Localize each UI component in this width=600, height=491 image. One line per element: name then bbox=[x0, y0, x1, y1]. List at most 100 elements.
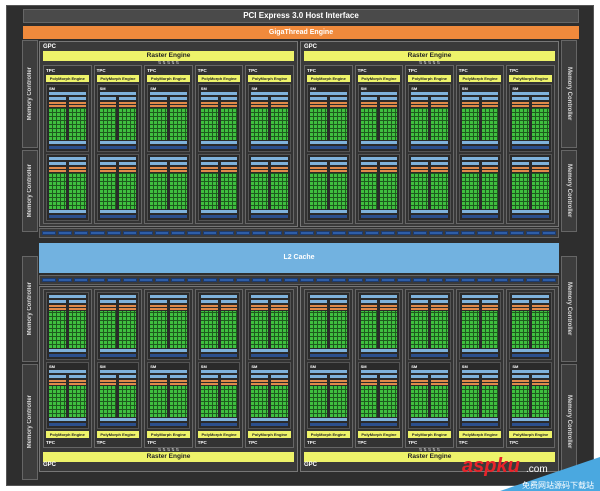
sm-partition bbox=[99, 96, 117, 140]
l2-slice bbox=[541, 231, 556, 235]
sm-cache-bar bbox=[200, 369, 238, 373]
sm-partition bbox=[411, 374, 428, 417]
cuda-cores bbox=[380, 311, 398, 348]
sm bbox=[307, 292, 350, 360]
sm-label: SM bbox=[512, 86, 519, 91]
tpc-label: TPC bbox=[458, 68, 468, 73]
dispatch-unit bbox=[119, 308, 137, 310]
warp-scheduler bbox=[99, 379, 117, 382]
warp-scheduler bbox=[271, 379, 288, 382]
warp-scheduler bbox=[68, 102, 86, 104]
cuda-cores bbox=[360, 172, 378, 209]
tpc: TPC PolyMorph Engine SM bbox=[144, 289, 193, 448]
l1-shared-memory bbox=[99, 418, 137, 421]
l1-shared-memory bbox=[49, 210, 86, 213]
instruction-cache bbox=[481, 97, 499, 100]
sm-partitions bbox=[411, 374, 448, 417]
sm-partition bbox=[150, 161, 167, 209]
polymorph-engine: PolyMorph Engine bbox=[357, 75, 401, 82]
sm-partition bbox=[49, 374, 66, 417]
instruction-cache bbox=[251, 161, 269, 165]
cuda-cores bbox=[310, 385, 327, 417]
sm-partition bbox=[310, 96, 327, 140]
dispatch-unit bbox=[169, 382, 187, 385]
dispatch-unit bbox=[49, 105, 66, 107]
tpc: TPC PolyMorph Engine SM bbox=[245, 289, 294, 448]
warp-scheduler bbox=[411, 102, 428, 104]
l1-shared-memory bbox=[310, 210, 347, 213]
instruction-cache bbox=[461, 97, 479, 100]
instruction-cache bbox=[271, 300, 288, 303]
sm-partition bbox=[380, 374, 398, 417]
l2-slice bbox=[187, 278, 202, 282]
sm-partition bbox=[99, 161, 117, 209]
l2-slice bbox=[106, 278, 121, 282]
texture-units bbox=[512, 353, 549, 357]
l2-slice bbox=[90, 231, 105, 235]
dispatch-unit bbox=[380, 308, 398, 310]
sm-cache-bar bbox=[99, 295, 137, 298]
warp-scheduler bbox=[220, 379, 238, 382]
sm-partition bbox=[220, 161, 238, 209]
l1-shared-memory bbox=[512, 348, 549, 352]
dispatch-unit bbox=[380, 169, 398, 172]
sm-partition bbox=[251, 161, 269, 209]
cuda-cores bbox=[512, 385, 530, 417]
instruction-cache bbox=[380, 300, 398, 303]
dispatch-unit bbox=[68, 169, 86, 172]
sm-partition bbox=[119, 96, 137, 140]
warp-scheduler bbox=[99, 305, 117, 307]
l2-slice bbox=[412, 278, 427, 282]
sm-partition bbox=[150, 299, 167, 348]
l2-slice bbox=[477, 278, 492, 282]
l1-shared-memory bbox=[360, 140, 398, 144]
cuda-cores bbox=[481, 108, 499, 140]
sm-partition bbox=[169, 374, 187, 417]
instruction-cache bbox=[169, 374, 187, 378]
sm-partitions bbox=[461, 374, 499, 417]
instruction-cache bbox=[329, 300, 347, 303]
instruction-cache bbox=[68, 300, 86, 303]
sm bbox=[96, 153, 140, 221]
warp-scheduler bbox=[200, 102, 218, 104]
l2-slice bbox=[187, 231, 202, 235]
sm-cache-bar bbox=[461, 295, 499, 298]
sm bbox=[408, 153, 451, 221]
sm-partition bbox=[532, 161, 549, 209]
warp-scheduler bbox=[430, 305, 448, 307]
tpc-row: TPC PolyMorph Engine SM TPC PolyMorph Engine… bbox=[43, 289, 294, 448]
sm-label: SM bbox=[512, 363, 519, 369]
sm-partition bbox=[251, 374, 269, 417]
dispatch-unit bbox=[251, 382, 269, 385]
dispatch-unit bbox=[512, 382, 530, 385]
sm: SM bbox=[147, 361, 190, 429]
tpc: TPC PolyMorph Engine SM bbox=[506, 65, 555, 224]
sm-partition bbox=[220, 299, 238, 348]
cuda-cores bbox=[68, 311, 86, 348]
memory-controller: Memory Controller bbox=[561, 40, 577, 148]
tpc-label: TPC bbox=[357, 440, 367, 445]
dispatch-unit bbox=[220, 105, 238, 107]
sm-label: SM bbox=[251, 363, 258, 369]
instruction-cache bbox=[220, 300, 238, 303]
dispatch-unit bbox=[49, 308, 66, 310]
texture-units bbox=[200, 423, 238, 426]
sm-label: SM bbox=[360, 363, 367, 369]
l2-slice bbox=[58, 231, 73, 235]
sm-partitions bbox=[99, 96, 137, 140]
sm: SM bbox=[307, 84, 350, 152]
tpc-label: TPC bbox=[509, 68, 519, 73]
l1-shared-memory bbox=[512, 210, 549, 213]
warp-scheduler bbox=[49, 102, 66, 104]
l1-shared-memory bbox=[99, 140, 137, 144]
instruction-cache bbox=[310, 161, 327, 165]
l2-slice bbox=[493, 278, 508, 282]
tpc-label: TPC bbox=[357, 68, 367, 73]
sm: SM bbox=[357, 84, 401, 152]
instruction-cache bbox=[310, 374, 327, 378]
sm-label: SM bbox=[49, 86, 55, 91]
sm-cache-bar bbox=[99, 369, 137, 373]
dispatch-unit bbox=[461, 169, 479, 172]
warp-scheduler bbox=[512, 166, 530, 169]
sm bbox=[509, 153, 552, 221]
